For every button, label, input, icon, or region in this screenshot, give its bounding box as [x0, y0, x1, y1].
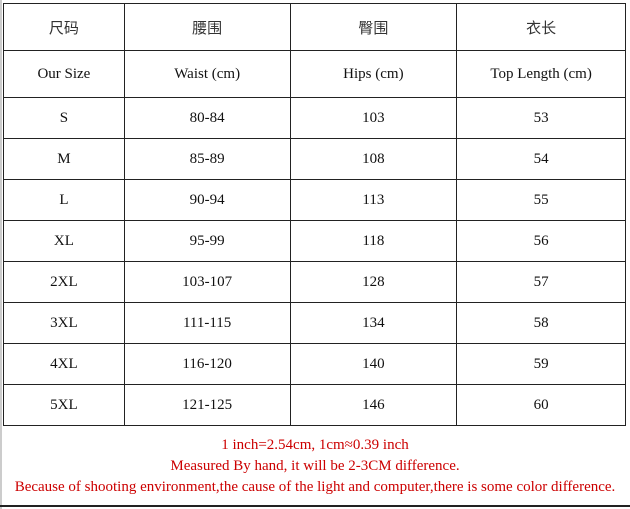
- table-row: L 90-94 113 55: [3, 179, 626, 221]
- table-cell: 4XL: [3, 343, 125, 385]
- table-cell: Top Length (cm): [456, 50, 626, 98]
- table-cell: 腰围: [123, 3, 291, 51]
- table-cell: 121-125: [123, 384, 291, 426]
- table-cell: M: [3, 138, 125, 180]
- table-cell: Hips (cm): [289, 50, 458, 98]
- table-cell: 113: [289, 179, 458, 221]
- table-cell: 56: [456, 220, 626, 262]
- note-conversion: 1 inch=2.54cm, 1cm≈0.39 inch: [221, 437, 409, 453]
- table-cell: 60: [456, 384, 626, 426]
- table-cell: 103-107: [123, 261, 291, 303]
- table-cell: Waist (cm): [123, 50, 291, 98]
- note-color: Because of shooting environment,the caus…: [14, 479, 616, 495]
- table-row: 5XL 121-125 146 60: [3, 384, 626, 426]
- table-cell: 116-120: [123, 343, 291, 385]
- table-cell: L: [3, 179, 125, 221]
- table-cell: 80-84: [123, 97, 291, 139]
- table-cell: 128: [289, 261, 458, 303]
- table-row: 4XL 116-120 140 59: [3, 343, 626, 385]
- table-cell: 3XL: [3, 302, 125, 344]
- table-row: 3XL 111-115 134 58: [3, 302, 626, 344]
- table-cell: 59: [456, 343, 626, 385]
- header-row-chinese: 尺码 腰围 臀围 衣长: [3, 3, 626, 51]
- table-cell: 尺码: [3, 3, 125, 51]
- header-row-english: Our Size Waist (cm) Hips (cm) Top Length (c…: [3, 50, 626, 98]
- table-cell: 53: [456, 97, 626, 139]
- table-cell: 5XL: [3, 384, 125, 426]
- table-cell: 95-99: [123, 220, 291, 262]
- table-cell: 146: [289, 384, 458, 426]
- table-cell: 衣长: [456, 3, 626, 51]
- table-cell: 140: [289, 343, 458, 385]
- table-cell: 55: [456, 179, 626, 221]
- table-cell: 90-94: [123, 179, 291, 221]
- table-row: S 80-84 103 53: [3, 97, 626, 139]
- table-cell: 118: [289, 220, 458, 262]
- table-cell: Our Size: [3, 50, 125, 98]
- table-cell: 108: [289, 138, 458, 180]
- table-cell: 54: [456, 138, 626, 180]
- table-cell: 103: [289, 97, 458, 139]
- table-cell: 85-89: [123, 138, 291, 180]
- left-edge: [0, 0, 2, 509]
- table-cell: S: [3, 97, 125, 139]
- table-cell: XL: [3, 220, 125, 262]
- table-row: M 85-89 108 54: [3, 138, 626, 180]
- table-row: 2XL 103-107 128 57: [3, 261, 626, 303]
- table-row: XL 95-99 118 56: [3, 220, 626, 262]
- table-cell: 2XL: [3, 261, 125, 303]
- size-chart-table: 尺码 腰围 臀围 衣长 Our Size Waist (cm) Hips (cm) Top L…: [3, 3, 626, 426]
- table-cell: 111-115: [123, 302, 291, 344]
- table-cell: 58: [456, 302, 626, 344]
- size-notes: 1 inch=2.54cm, 1cm≈0.39 inch Measured By…: [0, 427, 630, 507]
- note-measurement: Measured By hand, it will be 2-3CM diffe…: [170, 458, 460, 474]
- table-cell: 臀围: [289, 3, 458, 51]
- table-cell: 134: [289, 302, 458, 344]
- table-cell: 57: [456, 261, 626, 303]
